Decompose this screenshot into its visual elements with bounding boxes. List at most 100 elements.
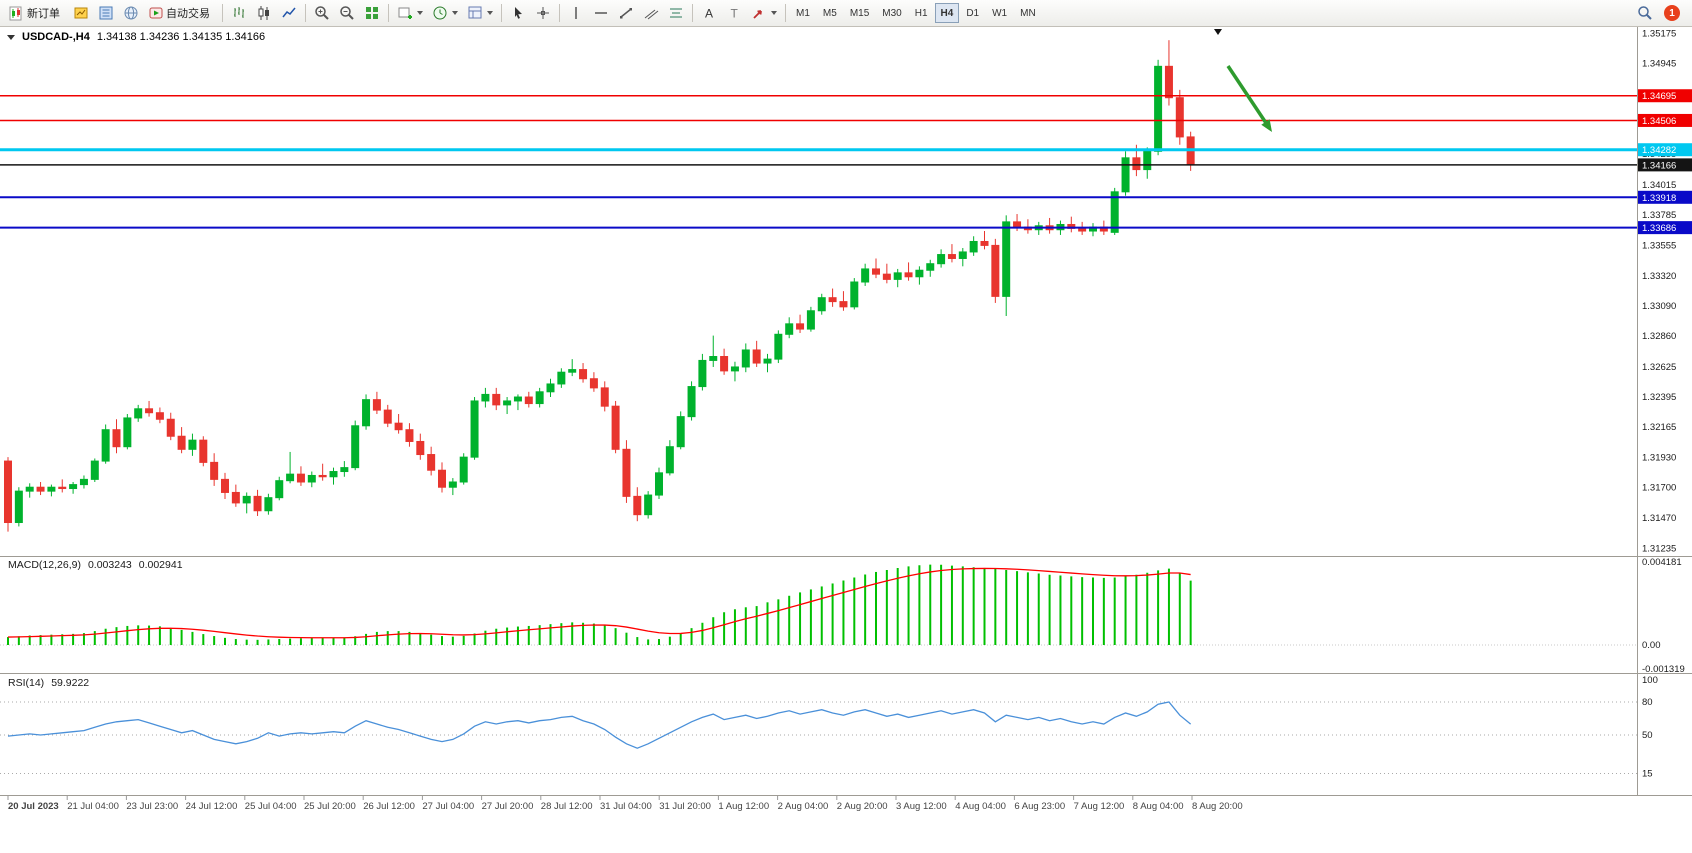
community-button[interactable]	[119, 2, 143, 24]
market-watch-button[interactable]	[94, 2, 118, 24]
new-order-label: 新订单	[27, 8, 60, 20]
crosshair-button[interactable]	[531, 2, 555, 24]
price-axis-label: 1.31700	[1642, 483, 1676, 494]
templates-button[interactable]	[463, 2, 497, 24]
macd-label: MACD(12,26,9) 0.003243 0.002941	[8, 559, 183, 571]
horizontal-line-icon	[595, 12, 607, 14]
timeframe-w1-button[interactable]: W1	[986, 3, 1013, 23]
ohlc-values: 1.34138 1.34236 1.34135 1.34166	[96, 31, 266, 43]
quote-list-icon	[99, 6, 113, 20]
timeframe-m30-button[interactable]: M30	[876, 3, 907, 23]
search-button[interactable]	[1633, 2, 1657, 24]
price-axis-label: 1.33785	[1642, 210, 1676, 221]
notification-badge[interactable]: 1	[1664, 5, 1680, 21]
toolbar-separator	[222, 4, 223, 22]
shift-marker-icon[interactable]	[1214, 29, 1222, 35]
fibonacci-button[interactable]	[664, 2, 688, 24]
time-axis[interactable]: 20 Jul 2023 21 Jul 04:00 23 Jul 23:00 24 Ju…	[7, 796, 1243, 812]
price-line-badge-text: 1.33918	[1642, 193, 1676, 204]
price-line-badge	[1638, 158, 1692, 172]
timeframe-group: M1 M5 M15 M30 H1 H4 D1 W1 MN	[790, 3, 1042, 23]
new-order-button[interactable]: 新订单	[4, 2, 68, 24]
price-axis-label: 1.31235	[1642, 544, 1676, 555]
autotrading-button[interactable]: 自动交易	[144, 2, 218, 24]
timeframe-m5-button[interactable]: M5	[817, 3, 843, 23]
zoom-out-icon	[340, 6, 354, 20]
time-axis-label: 8 Aug 04:00	[1133, 801, 1184, 812]
rsi-value: 59.9222	[51, 677, 90, 689]
rsi-name: RSI(14)	[8, 677, 45, 689]
time-axis-label: 4 Aug 04:00	[955, 801, 1006, 812]
time-axis-label: 31 Jul 04:00	[600, 801, 652, 812]
timeframe-h1-button[interactable]: H1	[909, 3, 934, 23]
text-button[interactable]: A	[697, 2, 721, 24]
tile-windows-button[interactable]	[360, 2, 384, 24]
arrows-button[interactable]	[747, 2, 781, 24]
annotation-arrow[interactable]	[1226, 65, 1272, 132]
toolbar-separator	[785, 4, 786, 22]
cursor-button[interactable]	[506, 2, 530, 24]
line-chart-icon	[282, 7, 296, 18]
horizontal-line-button[interactable]	[589, 2, 613, 24]
price-line-badge	[1638, 113, 1692, 127]
new-chart-button[interactable]	[393, 2, 427, 24]
price-line-badge	[1638, 221, 1692, 235]
channel-icon	[644, 9, 659, 20]
symbol-dropdown-icon[interactable]	[7, 34, 15, 40]
price-axis[interactable]: 1.351751.349451.347151.344851.342551.340…	[1638, 29, 1692, 555]
text-tool-icon: A	[705, 7, 713, 21]
time-axis-label: 25 Jul 20:00	[304, 801, 356, 812]
zoom-in-button[interactable]	[310, 2, 334, 24]
label-tool-icon: T	[731, 7, 739, 21]
price-line-badge	[1638, 89, 1692, 103]
bar-chart-button[interactable]	[227, 2, 251, 24]
line-chart-button[interactable]	[277, 2, 301, 24]
new-chart-icon	[398, 7, 412, 19]
trendline-button[interactable]	[614, 2, 638, 24]
time-axis-label: 20 Jul 2023	[8, 801, 59, 812]
clock-icon	[433, 6, 447, 20]
fibonacci-icon	[670, 8, 682, 18]
toolbar-separator	[388, 4, 389, 22]
toolbar-separator	[559, 4, 560, 22]
toolbar: 新订单	[0, 0, 1692, 27]
svg-text:0.004181: 0.004181	[1642, 557, 1682, 568]
time-axis-label: 27 Jul 20:00	[482, 801, 534, 812]
rsi-panel: 100 80 50 15	[0, 675, 1658, 780]
hlines-layer[interactable]	[0, 94, 1637, 229]
price-axis-label: 1.33555	[1642, 240, 1676, 251]
timeframe-h4-button[interactable]: H4	[934, 3, 960, 23]
toolbar-separator	[305, 4, 306, 22]
channel-button[interactable]	[639, 2, 663, 24]
zoom-in-icon	[315, 6, 329, 20]
price-line-badge	[1638, 190, 1692, 204]
label-button[interactable]: T	[722, 2, 746, 24]
vertical-line-button[interactable]	[564, 2, 588, 24]
zoom-out-button[interactable]	[335, 2, 359, 24]
time-axis-label: 2 Aug 04:00	[778, 801, 829, 812]
timeframe-mn-button[interactable]: MN	[1014, 3, 1042, 23]
macd-main-value: 0.003243	[87, 559, 132, 571]
time-axis-label: 8 Aug 20:00	[1192, 801, 1243, 812]
chart-window-icon	[74, 7, 88, 19]
price-line-badge-text: 1.34166	[1642, 160, 1676, 171]
cursor-icon	[515, 7, 522, 19]
time-axis-label: 31 Jul 20:00	[659, 801, 711, 812]
price-axis-label: 1.31930	[1642, 453, 1676, 464]
periods-button[interactable]	[428, 2, 462, 24]
timeframe-m15-button[interactable]: M15	[844, 3, 875, 23]
charts-button[interactable]	[69, 2, 93, 24]
trendline-icon	[620, 8, 632, 19]
symbol-label: USDCAD-,H4	[22, 31, 90, 43]
dropdown-caret-icon	[487, 11, 493, 15]
time-axis-label: 3 Aug 12:00	[896, 801, 947, 812]
candlestick-chart-button[interactable]	[252, 2, 276, 24]
chart-title: USDCAD-,H4 1.34138 1.34236 1.34135 1.341…	[7, 31, 265, 43]
timeframe-m1-button[interactable]: M1	[790, 3, 816, 23]
price-axis-label: 1.32625	[1642, 362, 1676, 373]
autotrading-label: 自动交易	[166, 8, 210, 20]
tile-windows-icon	[366, 7, 378, 19]
timeframe-d1-button[interactable]: D1	[960, 3, 985, 23]
